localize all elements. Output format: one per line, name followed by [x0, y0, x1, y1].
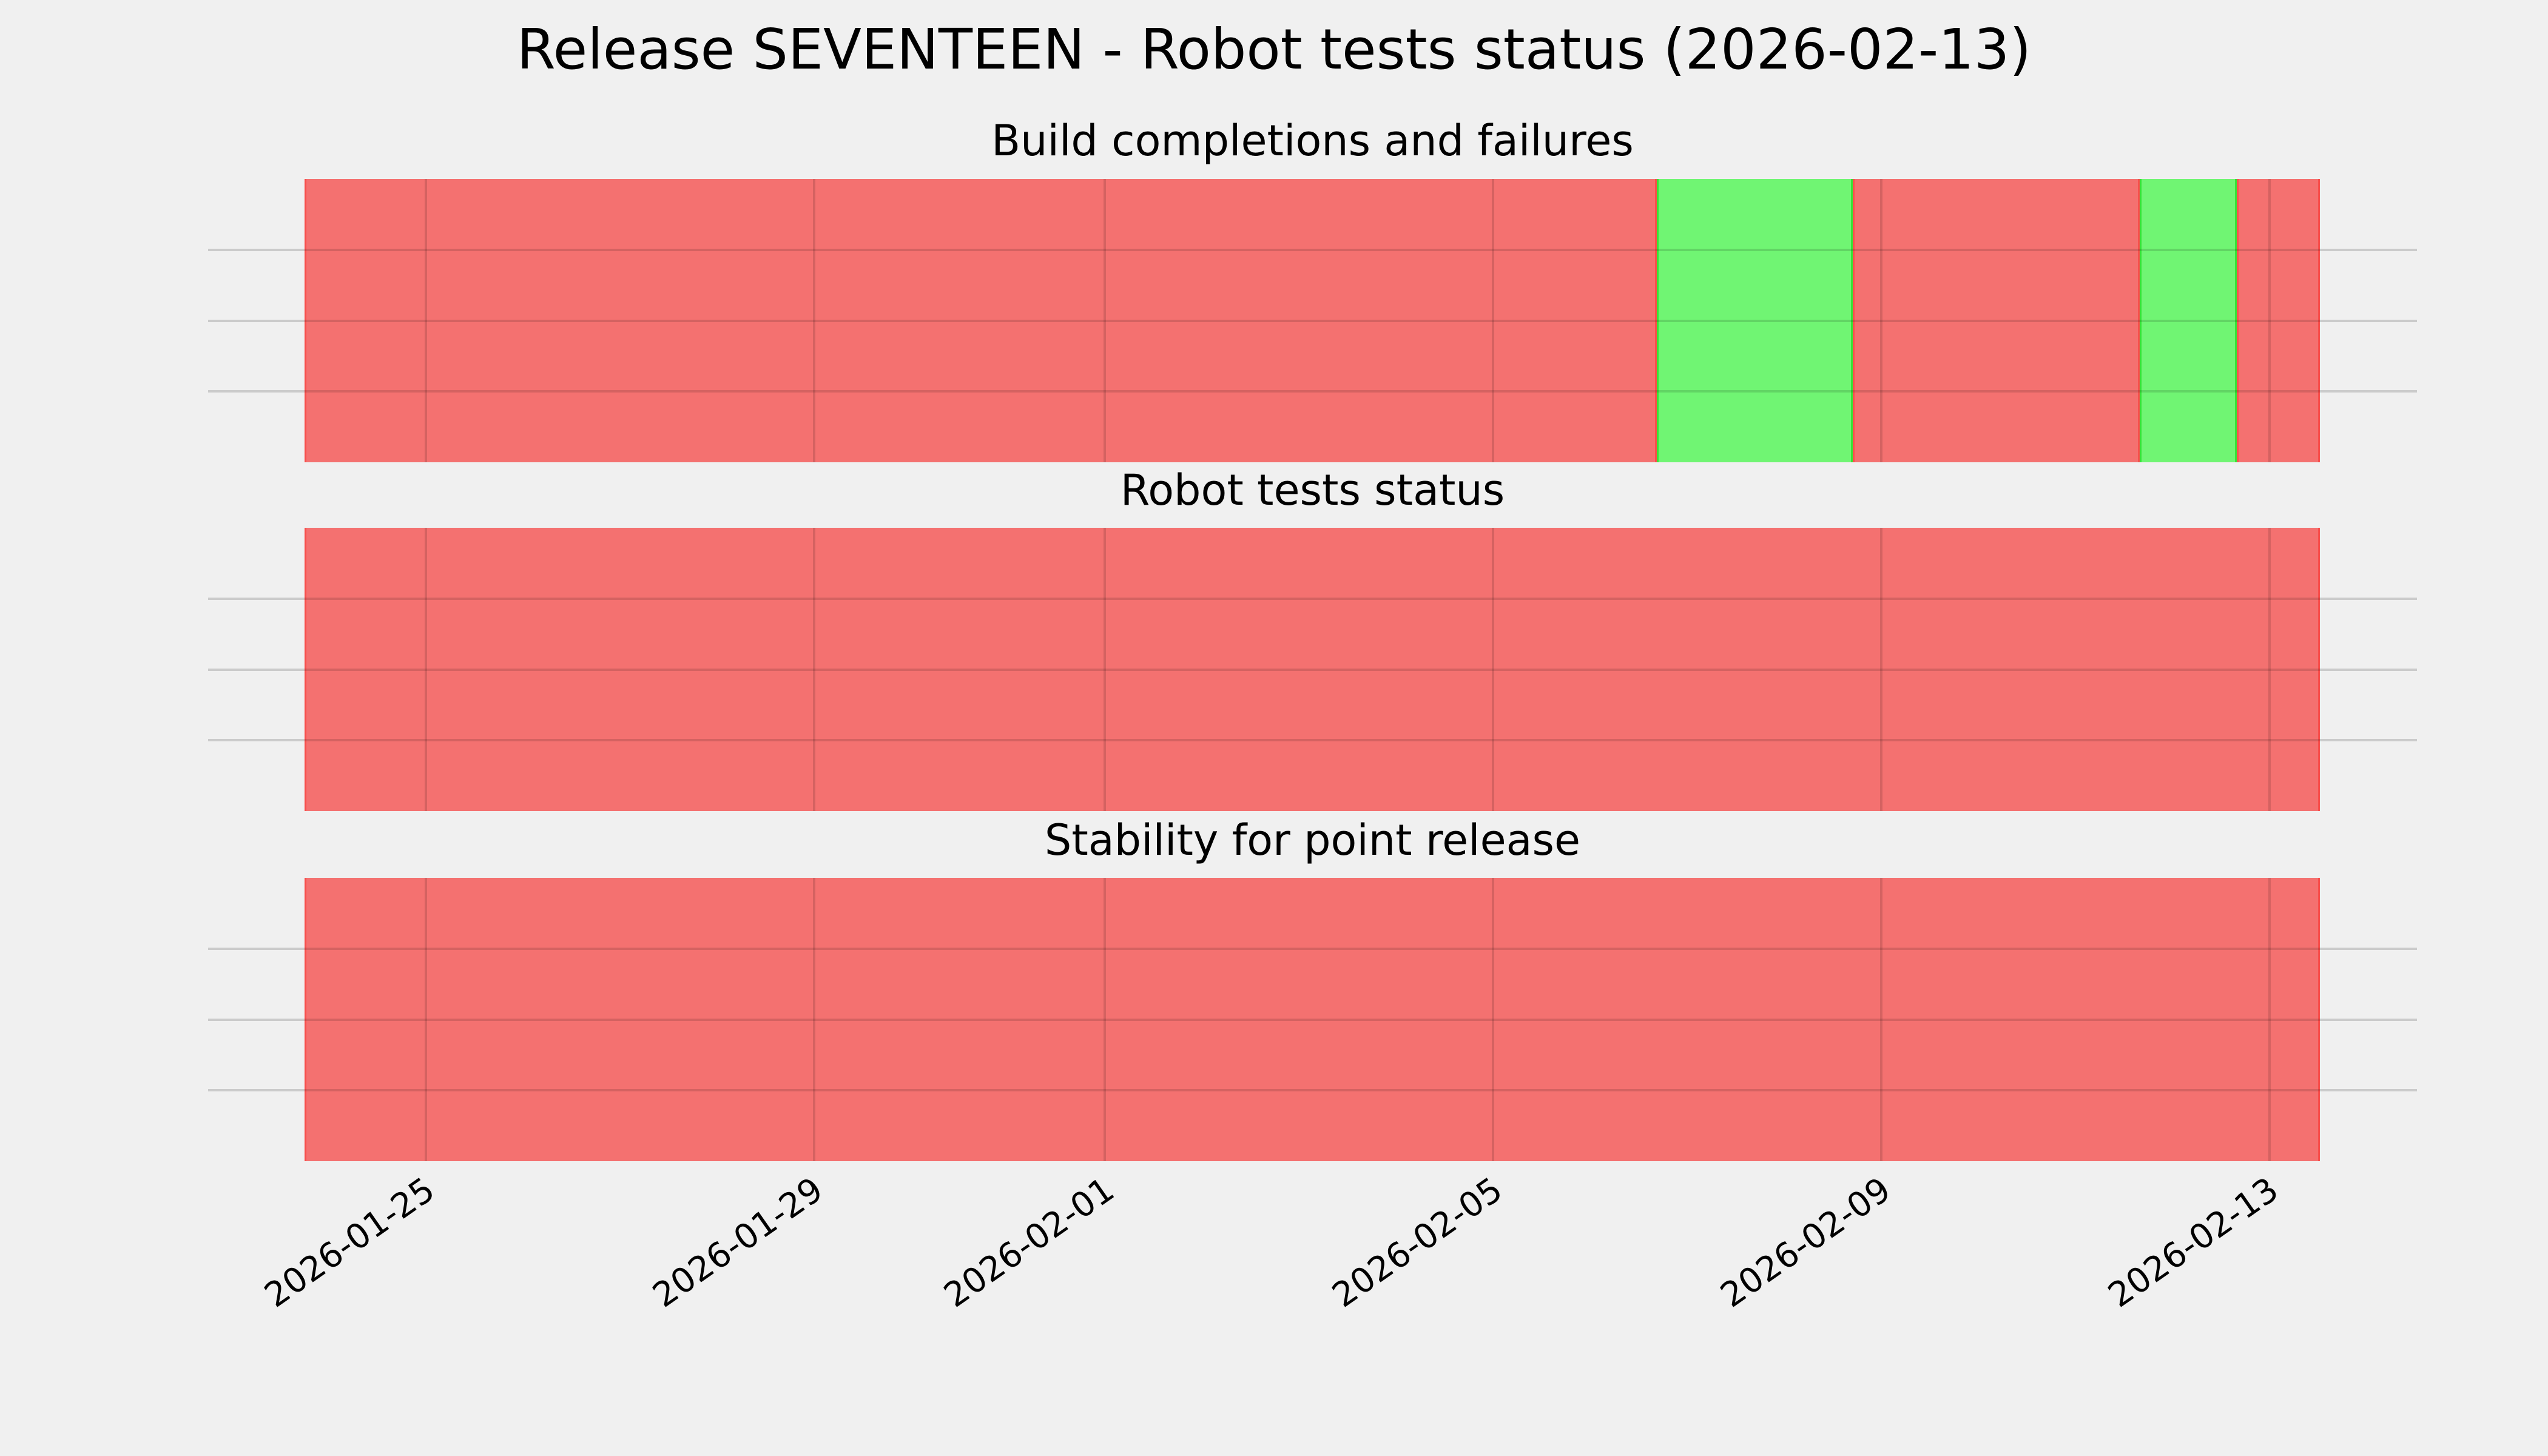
- panel-title-build-completions: Build completions and failures: [991, 116, 1634, 166]
- x-tick-label: 2026-01-25: [258, 1170, 442, 1316]
- x-gridline: [1492, 179, 1495, 462]
- x-gridline: [1104, 528, 1107, 811]
- x-gridline: [812, 179, 815, 462]
- x-gridline: [1879, 179, 1882, 462]
- y-gridline-overlay: [305, 739, 2320, 742]
- y-gridline-overlay: [305, 597, 2320, 600]
- x-tick-label: 2026-02-01: [937, 1170, 1122, 1316]
- x-gridline: [1879, 878, 1882, 1161]
- status-segment-failure: [1853, 179, 2140, 462]
- status-segment-failure: [305, 878, 2320, 1161]
- x-gridline: [1879, 528, 1882, 811]
- panel-stability: [208, 878, 2417, 1161]
- status-segment-success: [1657, 179, 1853, 462]
- status-segment-failure: [2237, 179, 2320, 462]
- x-gridline: [812, 878, 815, 1161]
- x-gridline: [424, 878, 427, 1161]
- status-segment-failure: [305, 179, 1657, 462]
- x-gridline: [2268, 878, 2271, 1161]
- x-tick-label: 2026-02-13: [2101, 1170, 2286, 1316]
- y-gridline-overlay: [305, 390, 2320, 393]
- status-segment-failure: [305, 528, 2320, 811]
- x-gridline: [1104, 179, 1107, 462]
- x-gridline: [2268, 528, 2271, 811]
- y-gridline-overlay: [305, 947, 2320, 950]
- x-gridline: [1104, 878, 1107, 1161]
- x-gridline: [424, 179, 427, 462]
- y-gridline-overlay: [305, 1089, 2320, 1092]
- status-segment-success: [2140, 179, 2237, 462]
- x-tick-label: 2026-02-05: [1325, 1170, 1510, 1316]
- status-strip: [305, 528, 2320, 811]
- panel-robot-tests: [208, 528, 2417, 811]
- figure-title: Release SEVENTEEN - Robot tests status (…: [516, 17, 2032, 82]
- x-gridline: [2268, 179, 2271, 462]
- status-strip: [305, 179, 2320, 462]
- y-gridline-overlay: [305, 319, 2320, 322]
- panel-title-stability: Stability for point release: [1044, 815, 1581, 865]
- y-gridline-overlay: [305, 248, 2320, 251]
- y-gridline-overlay: [305, 668, 2320, 671]
- x-gridline: [1492, 878, 1495, 1161]
- panel-title-robot-tests: Robot tests status: [1120, 465, 1505, 515]
- x-tick-label: 2026-02-09: [1713, 1170, 1898, 1316]
- x-gridline: [812, 528, 815, 811]
- panel-build-completions: [208, 179, 2417, 462]
- x-gridline: [424, 528, 427, 811]
- x-gridline: [1492, 528, 1495, 811]
- y-gridline-overlay: [305, 1018, 2320, 1021]
- status-strip: [305, 878, 2320, 1161]
- x-tick-label: 2026-01-29: [645, 1170, 831, 1316]
